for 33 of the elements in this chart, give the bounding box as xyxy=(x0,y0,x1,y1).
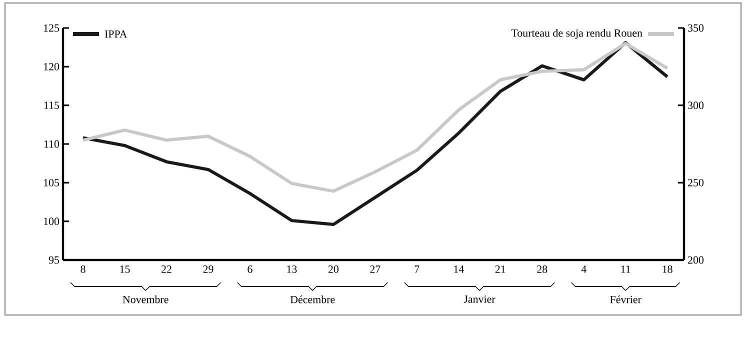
x-tick-label: 14 xyxy=(454,266,464,273)
x-tick-label: 7 xyxy=(414,266,420,273)
series-label: Tourteau de soja rendu Rouen xyxy=(511,29,642,39)
x-tick-label: 13 xyxy=(287,266,297,273)
y2-tick-label: 250 xyxy=(688,178,704,186)
text: Janvier xyxy=(464,296,496,303)
text: Novembre xyxy=(122,296,168,304)
x-tick-label: 18 xyxy=(662,266,672,273)
text: Février xyxy=(610,296,642,304)
y-tick-label: 100 xyxy=(44,218,60,226)
x-tick-label: 22 xyxy=(162,266,172,273)
x-tick-label: 27 xyxy=(370,266,380,273)
x-tick-label: 11 xyxy=(621,266,630,273)
text: Décembre xyxy=(290,296,335,304)
y-tick-label: 105 xyxy=(44,178,60,186)
x-tick-label: 21 xyxy=(495,266,506,273)
y-tick-label: 115 xyxy=(44,102,60,110)
y-tick-label: 110 xyxy=(44,140,60,148)
legend-label: IPPA xyxy=(104,30,128,38)
x-tick-label: 6 xyxy=(248,266,252,273)
x-tick-label: 4 xyxy=(581,266,586,273)
y-tick-label: 120 xyxy=(44,62,60,70)
y2-tick-label: 300 xyxy=(688,102,704,110)
x-tick-label: 8 xyxy=(80,266,86,273)
x-tick-label: 15 xyxy=(120,266,130,273)
y-tick-label: 95 xyxy=(48,256,60,264)
x-tick-label: 20 xyxy=(328,266,338,273)
x-tick-label: 28 xyxy=(537,266,548,273)
y2-tick-label: 350 xyxy=(688,24,704,32)
y2-tick-label: 200 xyxy=(688,256,704,264)
x-tick-label: 29 xyxy=(203,266,214,273)
line-series xyxy=(81,42,669,193)
y-tick-label: 125 xyxy=(44,24,60,32)
